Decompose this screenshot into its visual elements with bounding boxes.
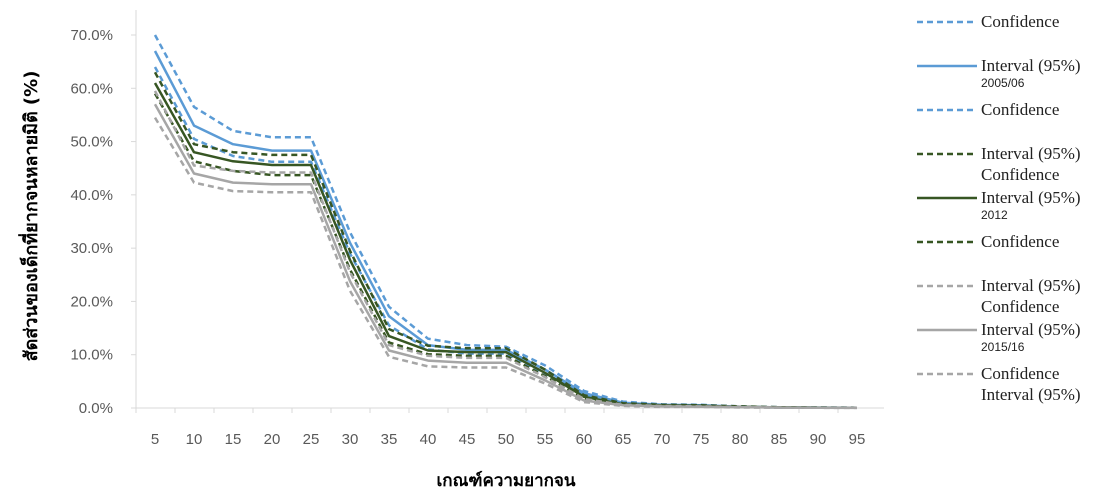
x-tick-label: 45 <box>459 431 476 448</box>
y-tick-label: 50.0% <box>70 134 113 151</box>
x-tick-label: 10 <box>186 431 203 448</box>
legend-entry: Confidence Interval (95%) <box>917 364 1081 404</box>
legend-label: Confidence <box>981 364 1059 383</box>
y-tick-label: 60.0% <box>70 80 113 97</box>
axes: 0.0% 10.0% 20.0% 30.0% 40.0% 50.0% 60.0% 70.0% 5… <box>70 10 884 448</box>
x-tick-label: 90 <box>810 431 827 448</box>
y-tick-label: 20.0% <box>70 293 113 310</box>
x-tick-label: 15 <box>225 431 242 448</box>
legend-label: Interval (95%) <box>981 320 1081 339</box>
legend-entry: Interval (95%)2005/06 <box>917 56 1081 90</box>
x-tick-label: 60 <box>576 431 593 448</box>
legend-label: 2005/06 <box>981 76 1025 90</box>
legend-label: Interval (95%) <box>981 144 1081 163</box>
y-tick-label: 70.0% <box>70 27 113 44</box>
x-tick-label: 65 <box>615 431 632 448</box>
series-line-s2005 <box>155 51 857 408</box>
legend-entry: Interval (95%)2015/16 <box>917 320 1081 354</box>
legend-label: Confidence <box>981 232 1059 251</box>
legend-label: Confidence <box>981 297 1059 316</box>
x-tick-label: 95 <box>849 431 866 448</box>
legend-label: 2015/16 <box>981 340 1025 354</box>
legend-label: Interval (95%) <box>981 56 1081 75</box>
legend-entry: Confidence <box>917 232 1059 251</box>
x-tick-label: 70 <box>654 431 671 448</box>
legend-label: Confidence <box>981 165 1059 184</box>
x-tick-label: 85 <box>771 431 788 448</box>
series-line-s2012_lower <box>155 94 857 408</box>
series-line-s2015_upper <box>155 91 857 408</box>
legend-label: Interval (95%) <box>981 276 1081 295</box>
y-axis-title: สัดส่วนของเด็กที่ยากจนหลายมิติ (%) <box>18 71 42 362</box>
x-tick-label: 20 <box>264 431 281 448</box>
x-tick-label: 75 <box>693 431 710 448</box>
x-axis-title: เกณฑ์ความยากจน <box>436 470 575 491</box>
series-layer <box>155 35 857 408</box>
x-tick-label: 30 <box>342 431 359 448</box>
x-tick-label: 5 <box>151 431 159 448</box>
x-tick-label: 50 <box>498 431 515 448</box>
x-tick-label: 80 <box>732 431 749 448</box>
legend-label: 2012 <box>981 208 1008 222</box>
y-tick-label: 30.0% <box>70 240 113 257</box>
y-tick-label: 40.0% <box>70 187 113 204</box>
legend-label: Interval (95%) <box>981 188 1081 207</box>
series-line-s2012_upper <box>155 72 857 407</box>
x-tick-label: 40 <box>420 431 437 448</box>
legend-label: Confidence <box>981 100 1059 119</box>
legend-label: Confidence <box>981 12 1059 31</box>
legend-entry: Interval (95%)2012 <box>917 188 1081 222</box>
legend-entry: Interval (95%) Confidence <box>917 276 1081 316</box>
y-tick-label: 10.0% <box>70 347 113 364</box>
legend-label: Interval (95%) <box>981 385 1081 404</box>
y-tick-label: 0.0% <box>79 400 113 417</box>
x-tick-label: 35 <box>381 431 398 448</box>
legend-entry: Confidence <box>917 100 1059 119</box>
x-tick-label: 55 <box>537 431 554 448</box>
legend-entry: Interval (95%) Confidence <box>917 144 1081 184</box>
legend-entry: Confidence <box>917 12 1059 31</box>
x-tick-label: 25 <box>303 431 320 448</box>
